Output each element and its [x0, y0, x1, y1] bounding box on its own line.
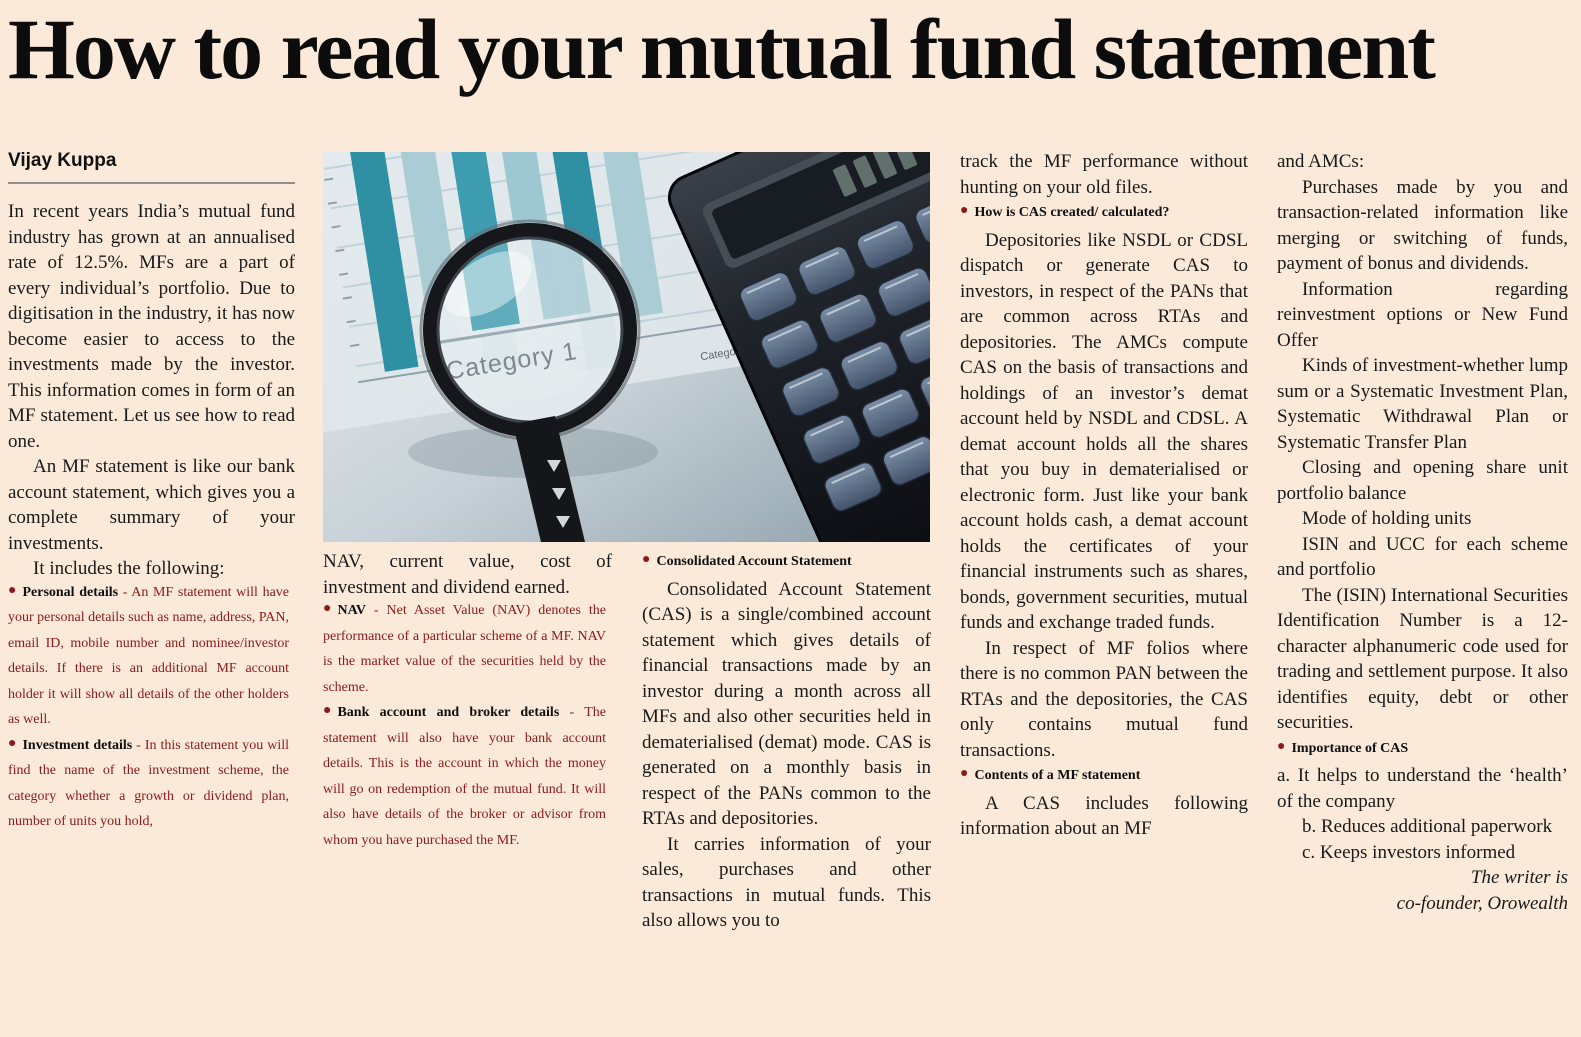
handle-chevrons [547, 460, 570, 528]
paragraph-lead: Importance of CAS [1291, 740, 1409, 756]
bullet-icon: ● [8, 582, 17, 598]
paragraph-lead: Personal details [22, 584, 119, 600]
bullet-paragraph: ● Consolidated Account Statement [642, 549, 852, 575]
bullet-icon: ● [8, 735, 17, 751]
calculator-illustration [667, 152, 930, 542]
paragraph: In recent years India’s mutual fund indu… [8, 201, 295, 452]
paragraph: An MF statement is like our bank account… [8, 456, 295, 554]
magnifier-icon: Category 1 [419, 219, 641, 542]
paragraph: Consolidated Account Statement (CAS) is … [642, 578, 931, 830]
paragraph: The (ISIN) International Securities Iden… [1277, 584, 1568, 734]
article-photo-illustration: Category 2 Category 3 [323, 152, 930, 542]
bullet-icon: ● [960, 203, 969, 218]
paragraph-lead: Consolidated Account Statement [656, 554, 852, 569]
bullet-paragraph: ● Importance of CAS [1277, 736, 1408, 762]
paragraph-lead: Investment details [22, 737, 133, 753]
article-column-3: ● Consolidated Account Statement Consolida… [642, 549, 931, 1037]
magnifier-handle [513, 416, 585, 542]
article-photo: Category 2 Category 3 [323, 152, 930, 542]
bullet-icon: ● [323, 601, 332, 616]
bullet-paragraph: ● How is CAS created/ calculated? [960, 200, 1169, 226]
paragraph: NAV, current value, cost of investment a… [323, 551, 612, 598]
paragraph: It includes the following: [33, 558, 225, 579]
article-column-2: NAV, current value, cost of investment a… [323, 549, 612, 1037]
paragraph: Information regarding reinvestment optio… [1277, 278, 1568, 351]
paragraph: Kinds of investment-whether lump sum or … [1277, 355, 1568, 453]
bullet-icon: ● [960, 766, 969, 781]
paragraph-lead: Bank account and broker details [337, 705, 560, 720]
paragraph: and AMCs: [1277, 151, 1365, 172]
writer-credit: The writer is [1470, 867, 1568, 888]
bullet-icon: ● [642, 552, 651, 567]
byline-divider: Vijay Kuppa [8, 150, 295, 184]
paragraph: a. It helps to understand the ‘health’ o… [1277, 765, 1568, 812]
writer-credit: co-founder, Orowealth [1396, 892, 1568, 914]
bullet-icon: ● [1277, 738, 1286, 754]
paragraph: Closing and opening share unit portfolio… [1277, 457, 1568, 504]
paragraph: track the MF performance without hunting… [960, 151, 1248, 198]
byline: Vijay Kuppa [8, 150, 117, 171]
bullet-paragraph: ● Investment details - In this statement … [8, 733, 289, 835]
paragraph: b. Reduces additional paperwork [1302, 816, 1553, 837]
paragraph: Depositories like NSDL or CDSL dispatch … [960, 229, 1248, 634]
bullet-icon: ● [323, 703, 332, 718]
paragraph: Mode of holding units [1302, 508, 1472, 529]
headline: How to read your mutual fund statement [8, 1, 1436, 97]
bullet-paragraph: ● Bank account and broker details - The s… [323, 700, 606, 853]
paragraph: A CAS includes following information abo… [960, 792, 1248, 840]
paragraph: It carries information of your sales, pu… [642, 833, 931, 932]
article-column-5: and AMCs: Purchases made by you and trans… [1277, 149, 1568, 1037]
paragraph: In respect of MF folios where there is n… [960, 637, 1248, 761]
paragraph: ISIN and UCC for each scheme and portfol… [1277, 533, 1568, 581]
calculator-keys [739, 193, 930, 512]
bullet-paragraph: ● Contents of a MF statement [960, 763, 1140, 789]
bullet-paragraph: ● Personal details - An MF statement will… [8, 580, 289, 733]
paragraph: c. Keeps investors informed [1302, 841, 1516, 863]
paragraph: Purchases made by you and transaction-re… [1277, 176, 1568, 275]
paragraph-lead: How is CAS created/ calculated? [974, 205, 1170, 220]
bullet-paragraph: ● NAV - Net Asset Value (NAV) denotes the… [323, 598, 606, 700]
paragraph-lead: NAV [337, 603, 366, 618]
article-column-1: In recent years India’s mutual fund indu… [8, 199, 295, 1035]
article-column-4: track the MF performance without hunting… [960, 149, 1248, 1037]
paragraph-lead: Contents of a MF statement [974, 768, 1141, 783]
